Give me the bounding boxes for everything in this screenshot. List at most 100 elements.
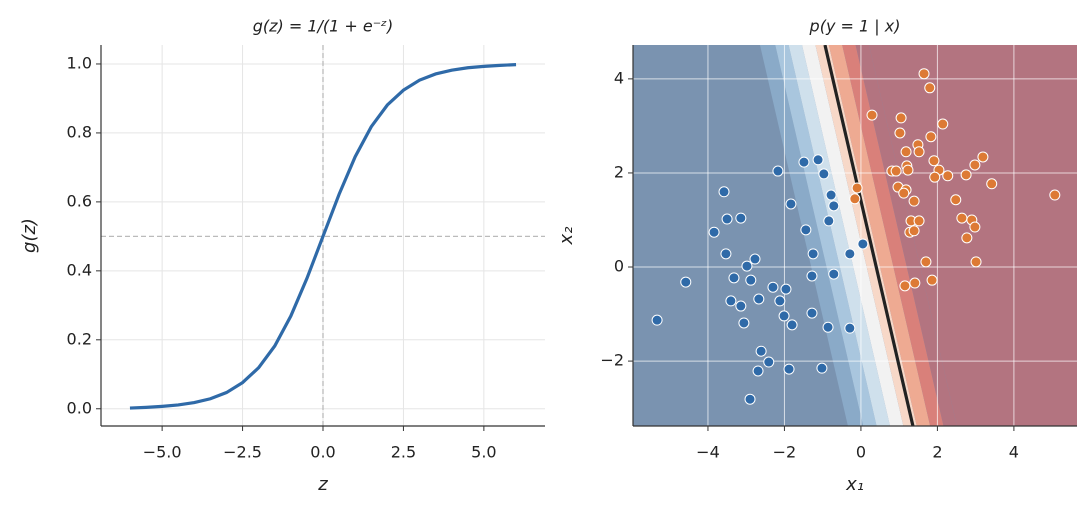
- scatter-point: [680, 276, 692, 288]
- x-tick-label: 2.5: [391, 443, 416, 462]
- scatter-point: [778, 310, 790, 322]
- scatter-point: [908, 195, 920, 207]
- scatter-point: [763, 356, 775, 368]
- scatter-point: [800, 224, 812, 236]
- y-tick-label: 4: [614, 68, 624, 87]
- scatter-point: [825, 189, 837, 201]
- scatter-point: [894, 127, 906, 139]
- scatter-point: [772, 165, 784, 177]
- x-axis-label: z: [317, 474, 328, 495]
- chart-title: p(y = 1 | x): [809, 17, 901, 36]
- scatter-point: [818, 168, 830, 180]
- y-tick-label: 0.8: [67, 122, 92, 141]
- scatter-point: [866, 109, 878, 121]
- panel: −4 −2 0 2 4 −2 0 2 4 p(y = 1 | x) x₁ x₂: [556, 17, 1077, 495]
- decision-boundary: [823, 45, 915, 426]
- scatter-point: [767, 281, 779, 293]
- scatter-point: [785, 198, 797, 210]
- scatter-point: [807, 248, 819, 260]
- scatter-point: [895, 112, 907, 124]
- scatter-point: [956, 212, 968, 224]
- scatter-point: [857, 238, 869, 250]
- contour-band: [788, 45, 890, 426]
- x-tick-label: 2: [932, 443, 942, 462]
- scatter-point: [924, 82, 936, 94]
- scatter-point: [822, 321, 834, 333]
- x-tick-label: −2: [773, 443, 797, 462]
- x-tick-label: 0.0: [310, 443, 335, 462]
- scatter-point: [798, 156, 810, 168]
- y-tick-label: 2: [614, 162, 624, 181]
- x-tick-label: 4: [1009, 443, 1019, 462]
- scatter-point: [898, 187, 910, 199]
- scatter-point: [718, 186, 730, 198]
- chart-title: g(z) = 1/(1 + e⁻ᶻ): [253, 17, 394, 36]
- contour-band: [828, 45, 931, 426]
- scatter-point: [749, 253, 761, 265]
- scatter-point: [918, 68, 930, 80]
- scatter-point: [806, 270, 818, 282]
- scatter-point: [977, 151, 989, 163]
- scatter-point: [899, 280, 911, 292]
- line-series: [129, 63, 517, 410]
- scatter-point: [752, 365, 764, 377]
- scatter-point: [651, 314, 663, 326]
- x-tick-label: 0: [856, 443, 866, 462]
- scatter-point: [969, 159, 981, 171]
- scatter-point: [783, 363, 795, 375]
- scatter-point: [755, 345, 767, 357]
- y-tick-label: 0.2: [67, 329, 92, 348]
- scatter-point: [942, 170, 954, 182]
- y-tick-label: 0: [614, 257, 624, 276]
- scatter-point: [960, 169, 972, 181]
- scatter-point: [844, 248, 856, 260]
- x-tick-label: 5.0: [471, 443, 496, 462]
- scatter-point: [774, 295, 786, 307]
- scatter-point: [909, 277, 921, 289]
- scatter-point: [741, 260, 753, 272]
- y-tick-label: 1.0: [67, 53, 92, 72]
- scatter-point: [969, 221, 981, 233]
- scatter-point: [890, 165, 902, 177]
- y-tick-label: 0.6: [67, 191, 92, 210]
- contour-band: [759, 45, 864, 426]
- scatter-point: [970, 256, 982, 268]
- x-tick-label: −4: [696, 443, 720, 462]
- y-tick-label: −2: [600, 351, 624, 370]
- scatter-point: [1049, 189, 1061, 201]
- scatter-point: [828, 200, 840, 212]
- scatter-point: [828, 268, 840, 280]
- scatter-point: [725, 295, 737, 307]
- y-axis-label: g(z): [19, 218, 40, 253]
- scatter-point: [928, 155, 940, 167]
- contour: [633, 45, 1077, 426]
- scatter-point: [816, 362, 828, 374]
- scatter-point: [823, 215, 835, 227]
- scatter-point: [950, 194, 962, 206]
- scatter-point: [849, 193, 861, 205]
- scatter-point: [753, 293, 765, 305]
- scatter-point: [902, 164, 914, 176]
- scatter-point: [708, 226, 720, 238]
- x-tick-label: −5.0: [143, 443, 182, 462]
- scatter-point: [926, 274, 938, 286]
- scatter-point: [961, 232, 973, 244]
- scatter-point: [806, 307, 818, 319]
- panel: −5.0 −2.5 0.0 2.5 5.0 0.0 0.2 0.4 0.6 0.8 1.0 g(z) …: [19, 17, 545, 495]
- scatter-point: [908, 225, 920, 237]
- contour-band: [802, 45, 904, 426]
- scatter-point: [738, 317, 750, 329]
- scatter-point: [735, 212, 747, 224]
- scatter-point: [780, 283, 792, 295]
- scatter-point: [986, 178, 998, 190]
- scatter-point: [937, 118, 949, 130]
- scatter-point: [728, 272, 740, 284]
- scatter-point: [745, 274, 757, 286]
- scatter-point: [744, 393, 756, 405]
- scatter-point: [920, 256, 932, 268]
- scatter-point: [720, 248, 732, 260]
- scatter-point: [812, 154, 824, 166]
- contour-band: [842, 45, 944, 426]
- scatter-point: [851, 182, 863, 194]
